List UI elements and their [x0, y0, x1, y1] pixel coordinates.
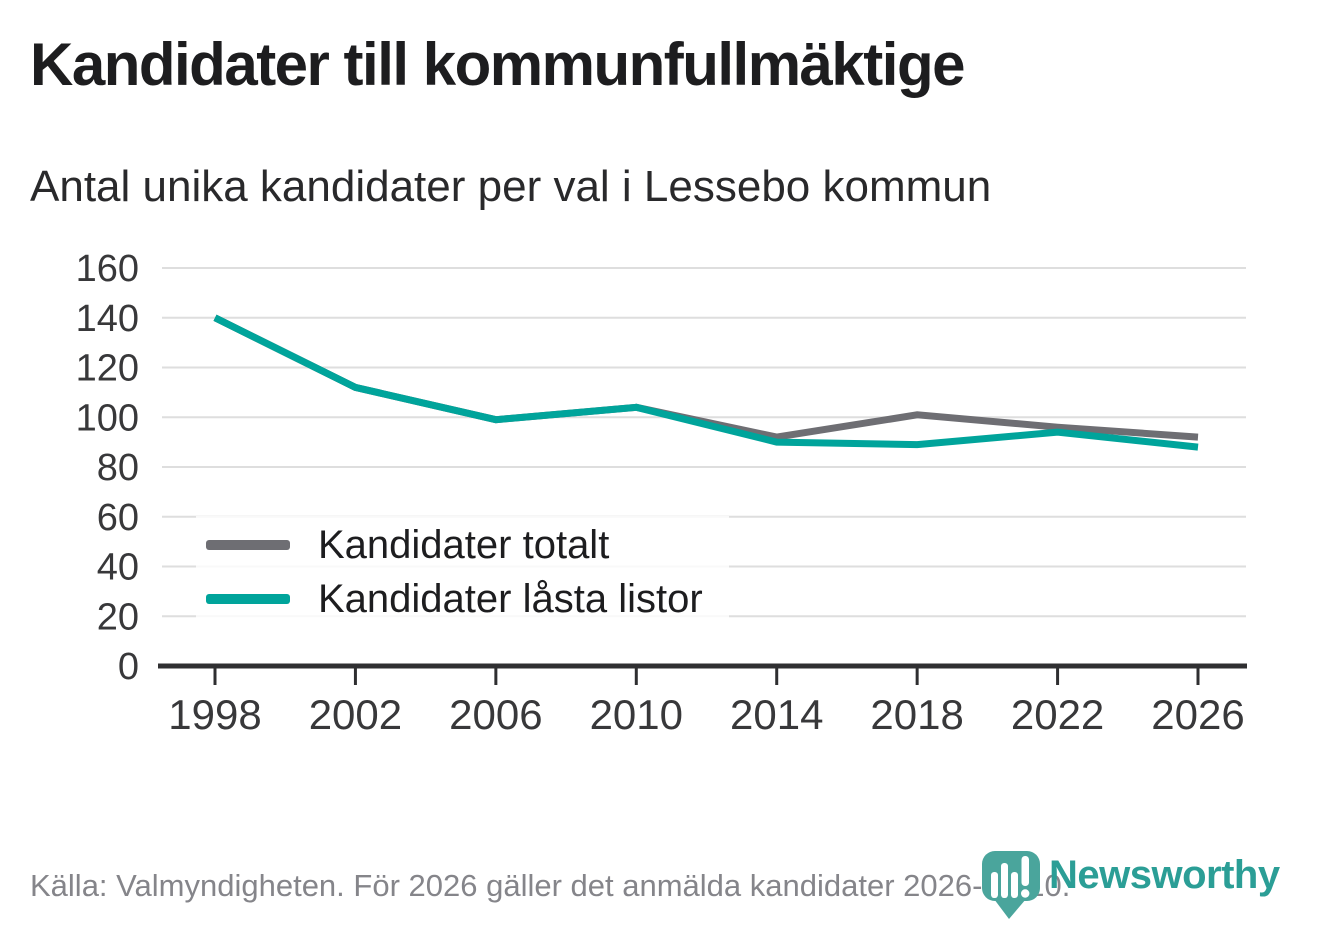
x-tick-label: 2026 — [1151, 691, 1244, 738]
legend-item-total: Kandidater totalt — [206, 518, 703, 572]
series-line-0 — [213, 314, 1199, 441]
x-tick-label: 2002 — [309, 691, 402, 738]
x-tick-label: 2018 — [870, 691, 963, 738]
y-tick-label: 40 — [97, 547, 139, 589]
legend-swatch-total — [206, 540, 290, 550]
chart-subtitle: Antal unika kandidater per val i Lessebo… — [30, 162, 992, 211]
legend: Kandidater totalt Kandidater låsta listo… — [196, 516, 729, 632]
y-tick-label: 160 — [76, 248, 139, 290]
x-tick-label: 2014 — [730, 691, 823, 738]
y-tick-label: 120 — [76, 348, 139, 390]
x-axis-labels: 1998 2002 2006 2010 2014 2018 2022 2026 — [168, 691, 1244, 738]
y-tick-label: 60 — [97, 497, 139, 539]
y-tick-label: 80 — [97, 447, 139, 489]
legend-swatch-locked — [206, 594, 290, 604]
legend-label-total: Kandidater totalt — [318, 522, 610, 567]
legend-label-locked: Kandidater låsta listor — [318, 576, 703, 621]
x-axis — [158, 663, 1247, 685]
source-note: Källa: Valmyndigheten. För 2026 gäller d… — [30, 868, 1071, 903]
page-title: Kandidater till kommunfullmäktige — [30, 31, 965, 98]
y-tick-label: 100 — [76, 397, 139, 439]
x-tick-label: 1998 — [168, 691, 261, 738]
data-lines — [213, 314, 1199, 451]
y-axis-labels: 0 20 40 60 80 100 120 140 160 — [76, 248, 139, 688]
y-tick-label: 20 — [97, 596, 139, 638]
y-tick-label: 0 — [118, 646, 139, 688]
x-tick-label: 2006 — [449, 691, 542, 738]
x-tick-label: 2010 — [590, 691, 683, 738]
series-line-1 — [213, 314, 1199, 451]
y-tick-label: 140 — [76, 298, 139, 340]
x-tick-label: 2022 — [1011, 691, 1104, 738]
legend-item-locked: Kandidater låsta listor — [206, 572, 703, 626]
